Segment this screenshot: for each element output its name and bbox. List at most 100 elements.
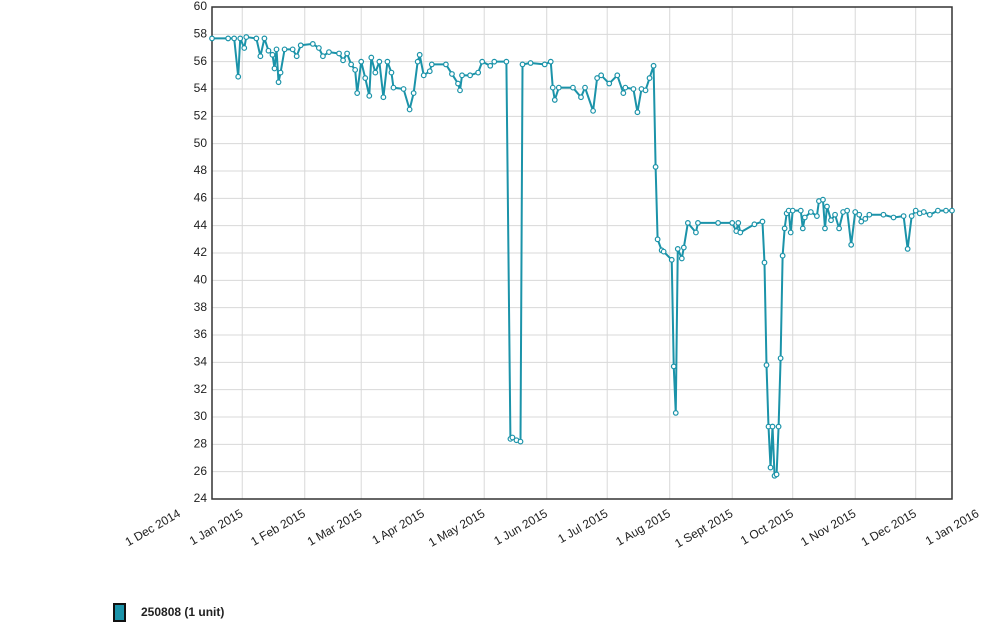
data-point	[426, 68, 433, 75]
data-point	[858, 218, 865, 225]
data-point	[594, 75, 601, 81]
legend-label: 250808 (1 unit)	[141, 605, 224, 619]
data-point	[372, 69, 379, 76]
data-point	[309, 41, 316, 47]
data-point	[614, 72, 621, 79]
data-point	[862, 215, 869, 222]
data-point	[642, 87, 649, 94]
data-point	[265, 47, 272, 54]
data-point	[225, 35, 232, 42]
data-point	[920, 209, 927, 215]
data-point	[779, 252, 786, 259]
data-point	[428, 61, 435, 68]
data-point	[277, 69, 284, 76]
y-tick-label: 42	[194, 245, 208, 259]
y-tick-label: 52	[194, 109, 208, 123]
y-tick-label: 46	[194, 191, 208, 205]
data-point	[269, 51, 276, 58]
data-point	[344, 50, 350, 57]
data-point	[715, 220, 722, 226]
y-tick-label: 30	[194, 409, 208, 423]
data-point	[467, 72, 473, 79]
data-point	[670, 363, 677, 370]
data-point	[900, 213, 907, 220]
data-point	[388, 69, 395, 76]
data-point	[410, 90, 417, 96]
data-point	[848, 241, 855, 248]
data-point	[459, 72, 465, 79]
data-point	[527, 60, 534, 66]
data-point	[271, 65, 278, 72]
data-point	[352, 66, 359, 73]
data-point	[297, 42, 304, 49]
data-point	[380, 94, 387, 101]
data-point	[814, 213, 820, 220]
data-point	[844, 207, 851, 214]
data-point	[551, 97, 558, 103]
y-tick-label: 50	[194, 136, 208, 150]
data-point	[348, 61, 355, 68]
data-point	[801, 214, 808, 221]
data-point	[856, 211, 863, 218]
y-tick-label: 38	[194, 300, 208, 314]
data-point	[243, 34, 250, 40]
data-point	[547, 58, 554, 65]
y-tick-label: 32	[194, 382, 208, 396]
data-point	[763, 362, 770, 368]
data-point	[354, 90, 361, 96]
data-point	[866, 211, 873, 218]
y-tick-label: 60	[194, 0, 208, 13]
data-point	[926, 211, 933, 218]
data-point	[904, 245, 911, 252]
plot-frame	[211, 6, 953, 500]
data-point	[684, 220, 691, 226]
data-point	[570, 84, 576, 91]
data-point	[761, 259, 768, 266]
data-point	[634, 109, 641, 116]
data-point	[908, 213, 915, 220]
data-point	[820, 196, 826, 203]
data-point	[824, 203, 830, 210]
data-point	[231, 35, 238, 42]
data-point	[832, 211, 838, 218]
data-point	[890, 214, 897, 221]
data-point	[241, 45, 248, 51]
data-point	[273, 46, 280, 53]
legend-swatch	[113, 603, 126, 622]
data-point	[416, 51, 423, 58]
data-point	[261, 35, 268, 42]
data-point	[787, 229, 794, 236]
data-point	[650, 62, 657, 69]
data-point	[455, 80, 461, 87]
data-point	[693, 229, 699, 236]
data-point	[366, 92, 373, 99]
data-point	[578, 94, 584, 101]
y-tick-label: 34	[194, 355, 208, 369]
data-point	[680, 244, 687, 251]
data-point	[672, 410, 679, 416]
data-point	[582, 84, 588, 91]
data-point	[735, 220, 742, 226]
data-point	[777, 355, 784, 362]
data-point	[828, 217, 834, 224]
data-point	[479, 58, 486, 65]
data-point	[549, 84, 556, 91]
data-point	[695, 220, 701, 226]
y-tick-label: 28	[194, 437, 208, 451]
data-point	[949, 207, 955, 214]
data-point	[678, 255, 685, 262]
data-point	[491, 58, 498, 65]
data-point	[235, 73, 242, 80]
data-point	[836, 225, 842, 232]
data-point	[541, 61, 548, 68]
data-point	[769, 423, 776, 430]
y-tick-label: 58	[194, 27, 208, 41]
data-point	[319, 53, 326, 60]
data-point	[237, 35, 244, 42]
data-point	[789, 207, 796, 214]
data-point	[457, 87, 463, 94]
data-point	[555, 84, 562, 91]
data-point	[654, 236, 661, 243]
data-point	[630, 86, 637, 92]
